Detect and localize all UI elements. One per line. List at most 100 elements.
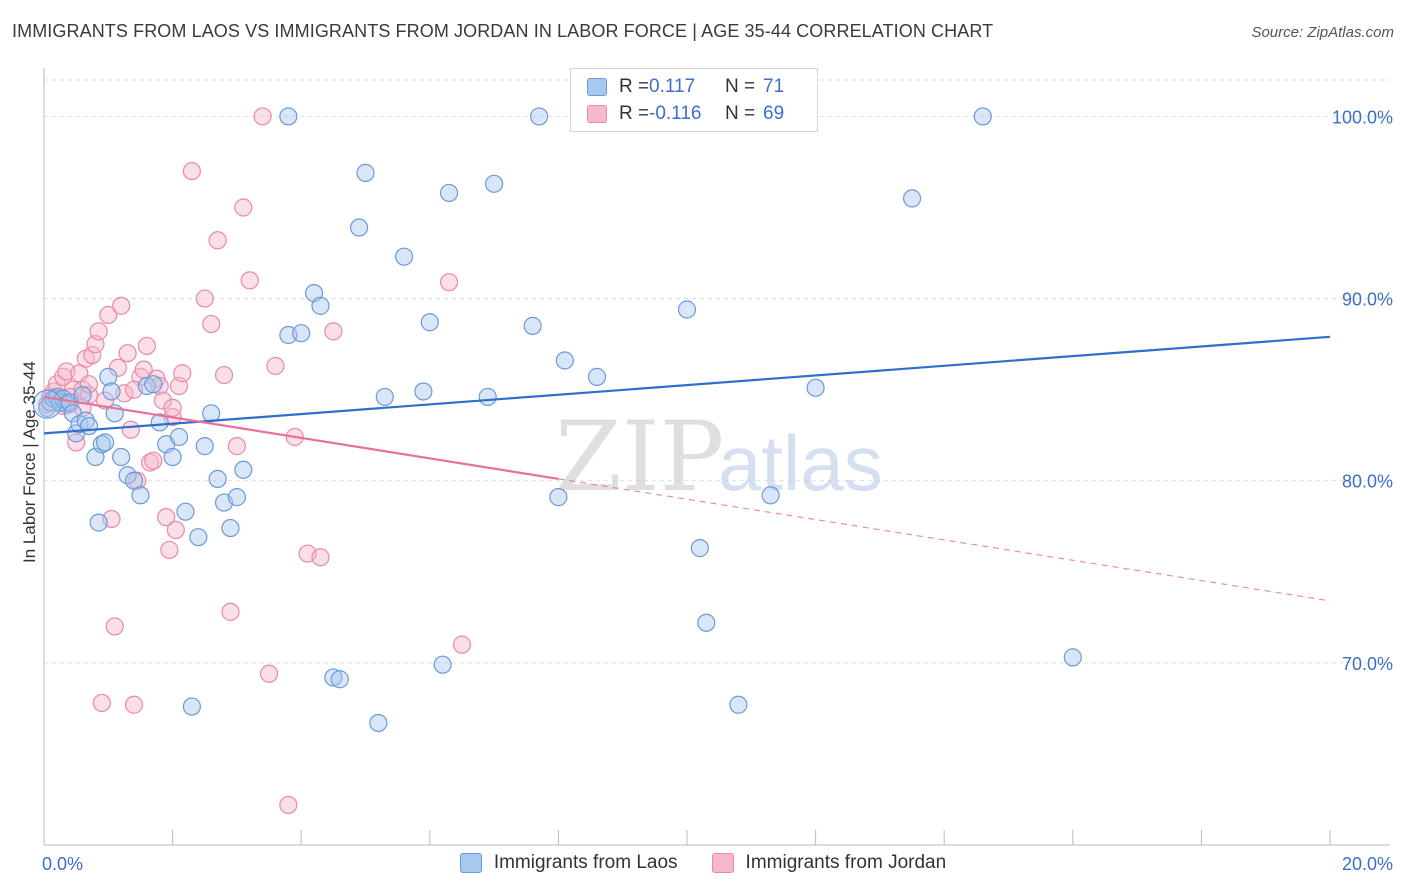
jordan-point bbox=[439, 273, 459, 292]
watermark: ZIP atlas bbox=[555, 401, 883, 513]
legend-r-label: R = bbox=[619, 76, 650, 97]
chart-title: IMMIGRANTS FROM LAOS VS IMMIGRANTS FROM … bbox=[12, 21, 994, 41]
legend-label-laos: Immigrants from Laos bbox=[493, 852, 678, 873]
laos-point bbox=[227, 488, 246, 507]
laos-point bbox=[195, 437, 214, 456]
laos-point bbox=[324, 668, 343, 687]
x-tick-label-min: 0.0% bbox=[42, 854, 83, 874]
jordan-point bbox=[92, 693, 111, 713]
jordan-point bbox=[253, 107, 272, 126]
jordan-point bbox=[79, 375, 99, 394]
legend-item-jordan[interactable]: Immigrants from Jordan bbox=[711, 852, 947, 874]
jordan-point bbox=[166, 520, 185, 539]
laos-point bbox=[356, 163, 375, 182]
laos-point bbox=[677, 300, 697, 319]
laos-point bbox=[92, 435, 111, 454]
laos-point bbox=[89, 513, 108, 532]
laos-point bbox=[439, 183, 459, 203]
jordan-point bbox=[67, 433, 86, 452]
laos-point bbox=[1063, 648, 1082, 667]
legend-r-value: 0.117 bbox=[649, 76, 696, 97]
laos-point bbox=[902, 189, 922, 208]
laos-point bbox=[690, 539, 709, 558]
laos-point bbox=[555, 351, 574, 370]
jordan-point bbox=[279, 795, 298, 815]
jordan-point bbox=[324, 322, 343, 341]
jordan-point bbox=[157, 508, 176, 527]
jordan-point bbox=[182, 161, 201, 181]
jordan-point bbox=[195, 289, 214, 308]
jordan-point bbox=[221, 602, 240, 621]
jordan-point bbox=[234, 198, 253, 217]
jordan-point bbox=[95, 391, 115, 410]
jordan-point bbox=[144, 451, 163, 470]
y-axis-label: In Labor Force | Age 35-44 bbox=[20, 361, 39, 563]
laos-point bbox=[311, 296, 330, 315]
laos-point bbox=[806, 378, 825, 397]
laos-point bbox=[485, 174, 504, 193]
legend-item-laos[interactable]: Immigrants from Laos bbox=[459, 852, 678, 874]
series-legend: Immigrants from Laos Immigrants from Jor… bbox=[0, 852, 1406, 874]
laos-point bbox=[112, 447, 131, 467]
laos-point bbox=[208, 469, 227, 488]
laos-point bbox=[279, 107, 298, 126]
laos-point bbox=[549, 488, 568, 507]
laos-point bbox=[169, 427, 189, 447]
laos-point bbox=[973, 107, 992, 126]
laos-point bbox=[761, 486, 780, 505]
axes bbox=[43, 68, 1390, 846]
jordan-point bbox=[208, 231, 227, 250]
watermark-atlas: atlas bbox=[718, 419, 883, 507]
laos-trendline bbox=[43, 335, 1331, 435]
x-tick-label-max: 20.0% bbox=[1342, 854, 1393, 874]
jordan-point bbox=[259, 664, 279, 683]
laos-point bbox=[369, 713, 388, 733]
legend-n-value: 71 bbox=[763, 76, 785, 97]
laos-point bbox=[182, 697, 201, 716]
laos-point bbox=[729, 695, 748, 714]
legend-n-label: N = bbox=[725, 103, 756, 124]
laos-point bbox=[433, 655, 452, 674]
jordan-point bbox=[140, 453, 160, 472]
laos-point bbox=[32, 389, 62, 419]
jordan-point bbox=[150, 376, 169, 396]
jordan-point bbox=[124, 695, 144, 714]
tick-labels: 70.0% 80.0% 90.0% 100.0% 0.0% 20.0% bbox=[42, 107, 1393, 874]
laos-point bbox=[79, 416, 99, 436]
legend-swatch-jordan bbox=[711, 853, 734, 873]
jordan-point bbox=[214, 365, 234, 385]
laos-point bbox=[176, 502, 195, 521]
legend-row-jordan: R = -0.116 N = 69 bbox=[587, 102, 784, 126]
jordan-point bbox=[173, 364, 192, 383]
y-tick-label: 80.0% bbox=[1342, 472, 1393, 492]
laos-point bbox=[292, 324, 311, 343]
jordan-point bbox=[266, 356, 285, 376]
jordan-point bbox=[121, 420, 140, 439]
watermark-zip: ZIP bbox=[555, 401, 724, 513]
laos-point bbox=[137, 376, 156, 396]
gridlines bbox=[44, 79, 1390, 664]
legend-row-laos: R = 0.117 N = 71 bbox=[587, 75, 784, 99]
laos-point bbox=[523, 316, 542, 335]
legend-label-jordan: Immigrants from Jordan bbox=[745, 852, 947, 873]
jordan-point bbox=[105, 617, 124, 636]
jordan-point bbox=[99, 305, 118, 325]
laos-series bbox=[32, 107, 1082, 733]
laos-point bbox=[587, 367, 607, 386]
laos-point bbox=[478, 387, 497, 407]
laos-point bbox=[163, 447, 182, 467]
legend-swatch-laos bbox=[587, 78, 607, 96]
jordan-trendline-extension bbox=[558, 478, 1331, 602]
legend-swatch-laos bbox=[459, 853, 482, 873]
laos-point bbox=[131, 486, 150, 505]
correlation-legend: R = 0.117 N = 71 R = -0.116 N = 69 bbox=[570, 68, 818, 132]
laos-point bbox=[394, 247, 414, 266]
laos-point bbox=[330, 670, 349, 689]
laos-point bbox=[697, 613, 716, 632]
jordan-trendline bbox=[43, 395, 559, 480]
jordan-point bbox=[160, 540, 179, 560]
legend-swatch-jordan bbox=[587, 105, 607, 123]
laos-point bbox=[76, 411, 95, 430]
y-tick-label: 100.0% bbox=[1332, 107, 1393, 127]
laos-point bbox=[150, 413, 169, 432]
